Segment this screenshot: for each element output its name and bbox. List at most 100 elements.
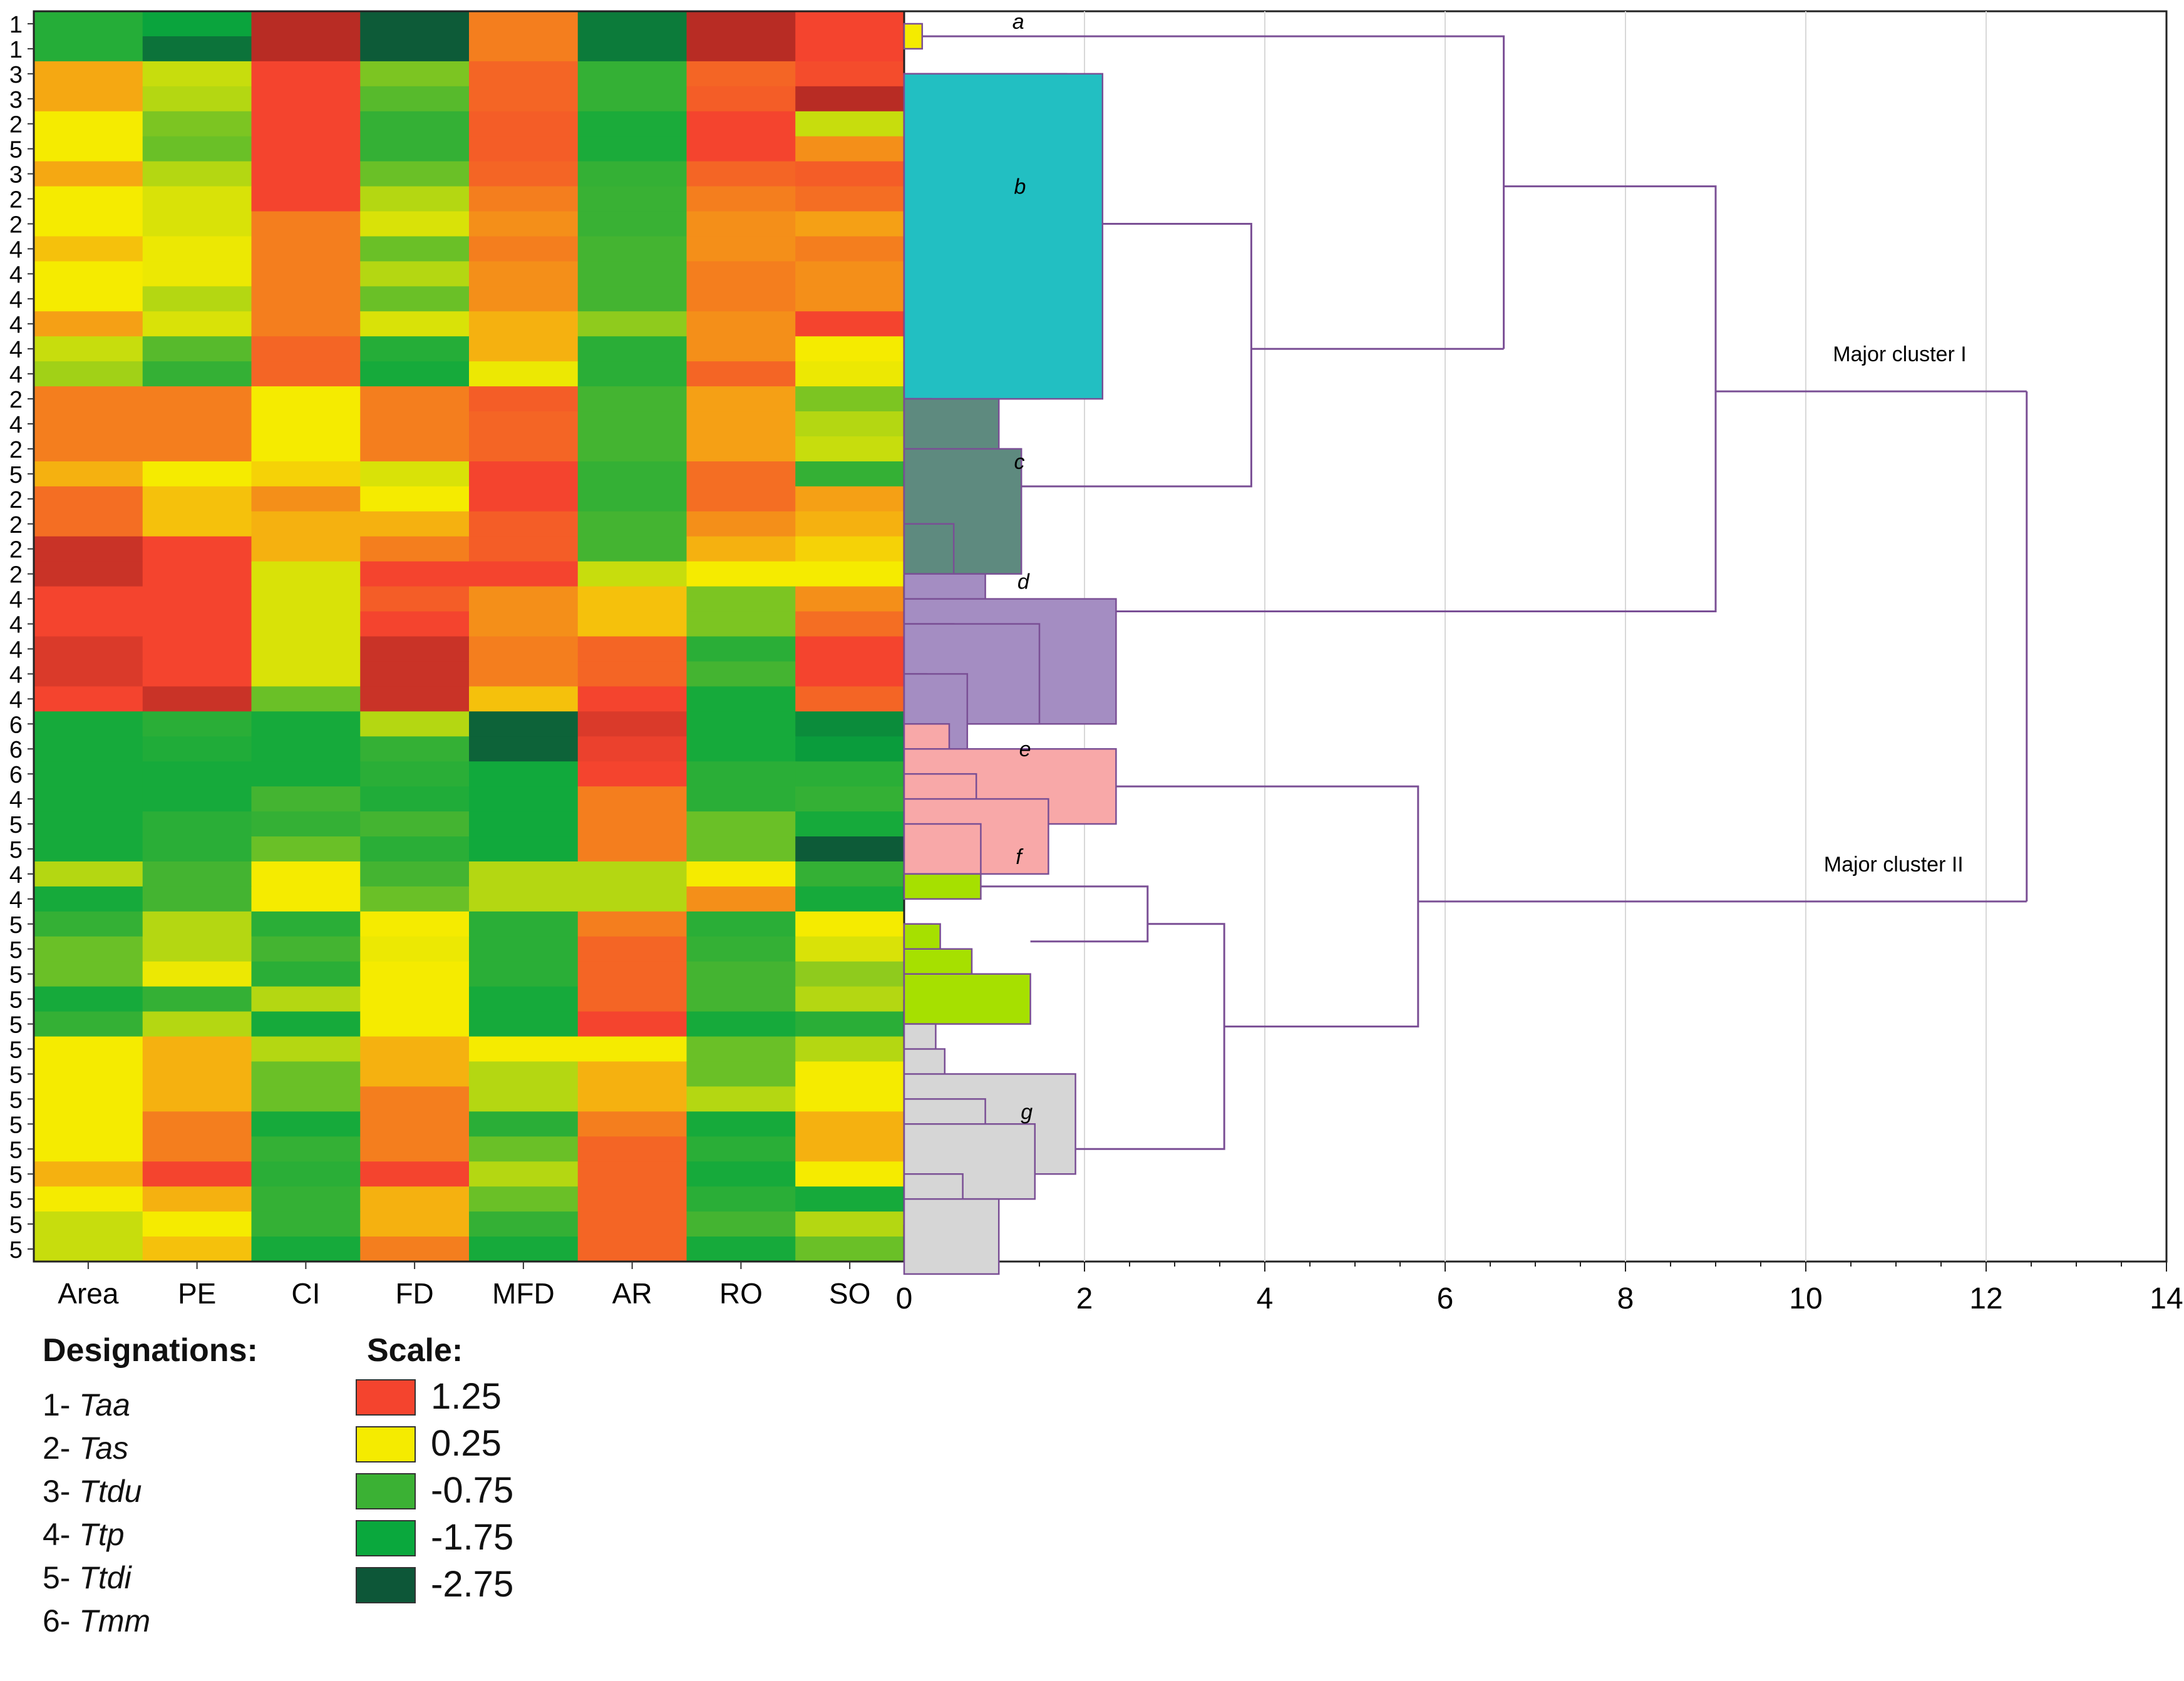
heatmap-cell <box>577 1011 688 1037</box>
row-label: 5 <box>9 987 23 1014</box>
cluster-label-e: e <box>1019 738 1031 761</box>
cluster-label-b: b <box>1014 175 1026 199</box>
row-label: 3 <box>9 87 23 113</box>
heatmap-cell <box>251 361 361 387</box>
row-label: 2 <box>9 537 23 563</box>
heatmap-cell <box>251 436 361 462</box>
heatmap-cell <box>686 936 796 962</box>
heatmap-cell <box>686 386 796 412</box>
heatmap-cell <box>360 186 470 212</box>
heatmap-cell <box>577 86 688 112</box>
heatmap-cell <box>251 1236 361 1262</box>
x-tick-label: 10 <box>1789 1282 1822 1315</box>
heatmap-cell <box>251 661 361 687</box>
heatmap-cell <box>142 186 252 212</box>
heatmap-cell <box>142 811 252 837</box>
heatmap-cell <box>469 736 579 762</box>
heatmap-cell <box>795 1061 905 1087</box>
designation-number: 3- <box>43 1474 80 1509</box>
heatmap-cell <box>251 536 361 562</box>
x-tick-label: 0 <box>896 1282 913 1315</box>
heatmap-cell <box>360 336 470 362</box>
heatmap-cell <box>251 61 361 87</box>
heatmap-cell <box>251 336 361 362</box>
heatmap-cell <box>686 1186 796 1212</box>
row-label: 4 <box>9 862 23 888</box>
heatmap-cell <box>795 1211 905 1237</box>
heatmap-cell <box>795 911 905 937</box>
heatmap-cell <box>469 686 579 712</box>
heatmap-cell <box>577 486 688 512</box>
heatmap-cell <box>795 336 905 362</box>
heatmap-cell <box>795 1011 905 1037</box>
heatmap-cell <box>469 286 579 312</box>
row-label: 4 <box>9 337 23 363</box>
heatmap-cell <box>686 411 796 437</box>
heatmap-cell <box>360 361 470 387</box>
heatmap-cell <box>577 961 688 987</box>
heatmap-cell <box>142 486 252 512</box>
row-label: 4 <box>9 887 23 913</box>
designation-number: 4- <box>43 1517 80 1552</box>
heatmap-cell <box>795 461 905 487</box>
heatmap-cell <box>469 211 579 237</box>
heatmap-cell <box>34 186 143 212</box>
heatmap-cell <box>360 61 470 87</box>
heatmap-cell <box>469 311 579 337</box>
cluster-label-c: c <box>1014 450 1025 474</box>
heatmap-cell <box>577 1236 688 1262</box>
heatmap-cell <box>142 861 252 887</box>
heatmap-cell <box>142 736 252 762</box>
heatmap-cell <box>142 1111 252 1137</box>
heatmap-cell <box>360 286 470 312</box>
heatmap-cell <box>360 1211 470 1237</box>
heatmap-cell <box>34 1236 143 1262</box>
heatmap-cell <box>360 386 470 412</box>
heatmap-cell <box>469 1061 579 1087</box>
heatmap-cell <box>360 1061 470 1087</box>
row-label: 2 <box>9 112 23 138</box>
heatmap-cell <box>795 161 905 187</box>
heatmap-cell <box>34 111 143 137</box>
heatmap-cell <box>469 936 579 962</box>
heatmap-cell <box>142 161 252 187</box>
heatmap-cell <box>795 1036 905 1062</box>
heatmap-cell <box>577 761 688 787</box>
heatmap-cell <box>795 1161 905 1187</box>
heatmap-cell <box>34 636 143 662</box>
heatmap-cell <box>577 1061 688 1087</box>
heatmap-cell <box>469 811 579 837</box>
heatmap-cell <box>34 86 143 112</box>
heatmap-cell <box>577 286 688 312</box>
heatmap-cell <box>686 861 796 887</box>
heatmap-cell <box>142 1186 252 1212</box>
heatmap-cell <box>142 311 252 337</box>
heatmap-cell <box>686 1236 796 1262</box>
heatmap-cell <box>34 761 143 787</box>
heatmap-cell <box>686 711 796 737</box>
heatmap-cell <box>577 986 688 1012</box>
heatmap-cell <box>469 1086 579 1112</box>
heatmap-cell <box>251 511 361 537</box>
heatmap-cell <box>686 786 796 812</box>
heatmap-cell <box>360 136 470 162</box>
heatmap-cell <box>360 661 470 687</box>
heatmap-cell <box>360 936 470 962</box>
row-label: 5 <box>9 837 23 863</box>
x-tick-label: 6 <box>1437 1282 1454 1315</box>
heatmap-cell <box>251 1186 361 1212</box>
heatmap-cell <box>577 236 688 262</box>
heatmap-cell <box>142 1211 252 1237</box>
heatmap-cell <box>795 511 905 537</box>
heatmap-cell <box>142 711 252 737</box>
link-b-c <box>1021 222 1252 488</box>
major-cluster-label: Major cluster II <box>1824 853 1964 876</box>
designation-name: Ttdu <box>79 1474 142 1509</box>
heatmap-cell <box>469 986 579 1012</box>
heatmap-cell <box>795 686 905 712</box>
heatmap-cell <box>469 61 579 87</box>
heatmap-cell <box>142 211 252 237</box>
heatmap-cell <box>795 586 905 612</box>
row-label: 4 <box>9 787 23 813</box>
